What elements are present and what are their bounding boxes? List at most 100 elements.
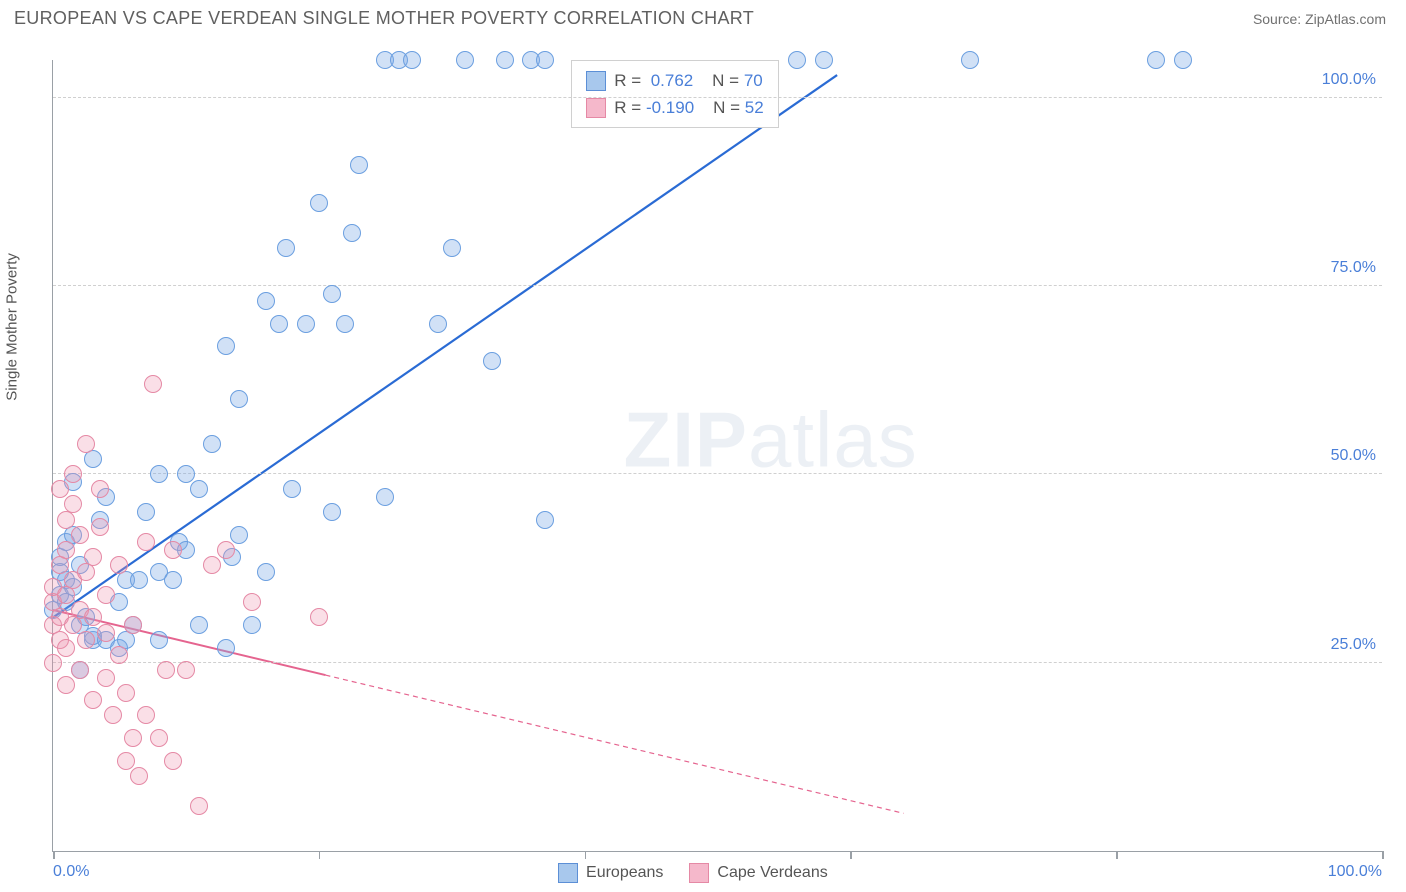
data-point <box>336 315 354 333</box>
data-point <box>376 488 394 506</box>
data-point <box>130 767 148 785</box>
chart-title: EUROPEAN VS CAPE VERDEAN SINGLE MOTHER P… <box>14 8 754 29</box>
data-point <box>157 661 175 679</box>
series-legend: Europeans Cape Verdeans <box>558 863 828 883</box>
data-point <box>203 556 221 574</box>
data-point <box>456 51 474 69</box>
data-point <box>57 541 75 559</box>
x-tick-label: 0.0% <box>53 863 89 881</box>
data-point <box>137 706 155 724</box>
y-tick-label: 25.0% <box>1331 636 1376 654</box>
data-point <box>104 706 122 724</box>
data-point <box>44 654 62 672</box>
data-point <box>150 729 168 747</box>
data-point <box>64 495 82 513</box>
data-point <box>177 661 195 679</box>
data-point <box>71 661 89 679</box>
chart-plot-area: ZIPatlas R = 0.762 N = 70 R = -0.190 N =… <box>52 60 1382 852</box>
data-point <box>97 624 115 642</box>
correlation-legend: R = 0.762 N = 70 R = -0.190 N = 52 <box>571 60 778 128</box>
data-point <box>57 676 75 694</box>
data-point <box>91 480 109 498</box>
data-point <box>443 239 461 257</box>
data-point <box>117 684 135 702</box>
data-point <box>77 631 95 649</box>
data-point <box>230 526 248 544</box>
swatch-capeverdeans <box>586 98 606 118</box>
data-point <box>323 285 341 303</box>
x-tick <box>1116 851 1118 859</box>
data-point <box>815 51 833 69</box>
data-point <box>203 435 221 453</box>
gridline <box>53 473 1382 474</box>
data-point <box>230 390 248 408</box>
data-point <box>217 639 235 657</box>
data-point <box>150 631 168 649</box>
data-point <box>283 480 301 498</box>
data-point <box>117 752 135 770</box>
trendlines-svg <box>53 60 1382 851</box>
data-point <box>536 51 554 69</box>
data-point <box>323 503 341 521</box>
y-tick-label: 50.0% <box>1331 447 1376 465</box>
data-point <box>350 156 368 174</box>
correlation-row-europeans: R = 0.762 N = 70 <box>586 67 763 94</box>
data-point <box>137 503 155 521</box>
data-point <box>343 224 361 242</box>
data-point <box>190 616 208 634</box>
data-point <box>84 548 102 566</box>
x-tick-label: 100.0% <box>1328 863 1382 881</box>
data-point <box>97 669 115 687</box>
data-point <box>124 616 142 634</box>
x-tick <box>1382 851 1384 859</box>
x-tick <box>319 851 321 859</box>
data-point <box>961 51 979 69</box>
gridline <box>53 285 1382 286</box>
legend-item-europeans: Europeans <box>558 863 663 883</box>
data-point <box>51 480 69 498</box>
correlation-row-capeverdeans: R = -0.190 N = 52 <box>586 94 763 121</box>
data-point <box>536 511 554 529</box>
data-point <box>57 639 75 657</box>
chart-container: Single Mother Poverty ZIPatlas R = 0.762… <box>14 40 1392 892</box>
data-point <box>164 752 182 770</box>
x-tick <box>850 851 852 859</box>
data-point <box>84 691 102 709</box>
data-point <box>190 797 208 815</box>
data-point <box>110 556 128 574</box>
swatch-capeverdeans-icon <box>689 863 709 883</box>
data-point <box>71 526 89 544</box>
data-point <box>270 315 288 333</box>
gridline <box>53 662 1382 663</box>
data-point <box>1174 51 1192 69</box>
y-tick-label: 75.0% <box>1331 259 1376 277</box>
data-point <box>217 541 235 559</box>
data-point <box>124 729 142 747</box>
data-point <box>177 465 195 483</box>
data-point <box>77 435 95 453</box>
data-point <box>403 51 421 69</box>
data-point <box>496 51 514 69</box>
data-point <box>297 315 315 333</box>
data-point <box>144 375 162 393</box>
data-point <box>190 480 208 498</box>
data-point <box>429 315 447 333</box>
data-point <box>137 533 155 551</box>
y-axis-label: Single Mother Poverty <box>4 253 21 401</box>
data-point <box>97 586 115 604</box>
data-point <box>164 571 182 589</box>
data-point <box>483 352 501 370</box>
x-tick <box>53 851 55 859</box>
data-point <box>64 465 82 483</box>
data-point <box>164 541 182 559</box>
gridline <box>53 97 1382 98</box>
data-point <box>110 646 128 664</box>
data-point <box>91 518 109 536</box>
legend-item-capeverdeans: Cape Verdeans <box>689 863 827 883</box>
data-point <box>243 593 261 611</box>
data-point <box>257 292 275 310</box>
data-point <box>130 571 148 589</box>
data-point <box>243 616 261 634</box>
watermark: ZIPatlas <box>624 394 918 485</box>
swatch-europeans-icon <box>558 863 578 883</box>
